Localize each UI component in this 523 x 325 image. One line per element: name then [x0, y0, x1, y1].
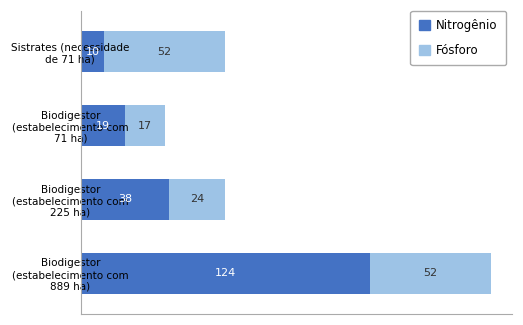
Text: 52: 52: [423, 268, 437, 278]
Bar: [169, 179, 225, 220]
Bar: [370, 253, 491, 293]
Bar: [81, 32, 104, 72]
Text: 19: 19: [96, 121, 110, 131]
Text: 24: 24: [190, 194, 204, 204]
Bar: [104, 32, 225, 72]
Text: 17: 17: [138, 121, 152, 131]
Bar: [81, 253, 370, 293]
Bar: [81, 179, 169, 220]
Text: 38: 38: [118, 194, 132, 204]
Legend: Nitrogênio, Fósforo: Nitrogênio, Fósforo: [410, 11, 506, 65]
Bar: [125, 105, 165, 146]
Text: 124: 124: [214, 268, 236, 278]
Bar: [81, 105, 125, 146]
Text: 52: 52: [157, 47, 172, 57]
Text: 10: 10: [85, 47, 99, 57]
